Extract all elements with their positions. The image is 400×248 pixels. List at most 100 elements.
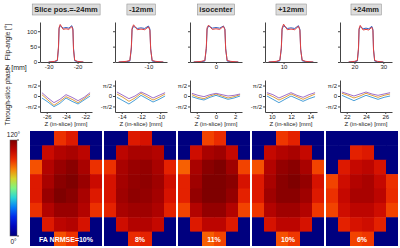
heatmap-cell: [214, 174, 227, 189]
x-axis: 222426: [341, 112, 393, 120]
heatmap-cell: [264, 145, 277, 160]
column-title-text: Slice pos.=-24mm: [34, 5, 98, 14]
heatmap-cell: [252, 160, 265, 175]
heatmap-cell: [54, 217, 67, 232]
y-axis-tick: [338, 47, 340, 48]
heatmap-cell: [54, 131, 67, 146]
x-axis-tick-label: -2: [195, 114, 201, 120]
y-axis-line: [265, 81, 266, 113]
heatmap-cell: [152, 232, 165, 246]
y-axis-tick-label: 0: [34, 59, 38, 65]
heatmap-cell: [190, 217, 203, 232]
y-axis-line: [115, 81, 116, 113]
y-axis-tick-mark: [338, 106, 340, 107]
heatmap-cell: [276, 217, 289, 232]
x-axis-tick: 24: [363, 112, 370, 120]
heatmap-cell: [116, 203, 129, 218]
heatmap-cell: [252, 232, 265, 246]
heatmap-cell: [178, 131, 191, 146]
plot-area: [342, 92, 390, 101]
heatmap-cell: [152, 145, 165, 160]
heatmap-cell: [264, 189, 277, 204]
x-axis-line: [191, 112, 243, 113]
heatmap-cell: [338, 203, 351, 218]
heatmap: [326, 131, 398, 246]
y-axis-tick-label: π/2: [253, 83, 263, 89]
heatmap-cell: [152, 160, 165, 175]
heatmap-cell: [164, 203, 176, 218]
series-line: [269, 26, 314, 62]
column-title-text: isocenter: [199, 5, 232, 14]
y-axis-tick-mark: [188, 31, 190, 32]
y-axis-tick: -π/2: [326, 104, 340, 110]
heatmap-cell: [104, 174, 117, 189]
heatmap-cell: [214, 145, 227, 160]
heatmap-cell: [326, 217, 339, 232]
y-axis-tick-label: 0: [184, 93, 188, 99]
heatmap-cell: [128, 203, 141, 218]
heatmap-cell: [312, 174, 324, 189]
y-axis-tick-mark: [263, 96, 265, 97]
heatmap-cell: [326, 131, 339, 146]
series-line: [119, 25, 164, 62]
x-axis-tick-label: 2: [234, 114, 238, 120]
y-axis-tick: -π/2: [101, 104, 115, 110]
series-line: [117, 95, 165, 104]
y-axis-tick-mark: [38, 106, 40, 107]
heatmap-cell: [288, 131, 301, 146]
x-axis-tick-label: 26: [382, 114, 389, 120]
heatmap-cell: [140, 189, 153, 204]
x-axis-tick: -14: [118, 112, 127, 120]
column-title-text: +12mm: [278, 5, 304, 14]
column-title: +24mm: [351, 4, 381, 15]
heatmap-cell: [190, 131, 203, 146]
heatmap-cell: [288, 174, 301, 189]
heatmap-cell: [374, 145, 387, 160]
x-axis-line: [266, 112, 318, 113]
y-axis-tick-mark: [188, 96, 190, 97]
column-title-box: [351, 4, 381, 15]
heatmap-cell: [30, 189, 43, 204]
heatmap-cell: [104, 145, 117, 160]
heatmap-cell: [276, 145, 289, 160]
heatmap-cell: [202, 160, 215, 175]
heatmap-cell: [42, 217, 55, 232]
y-axis: [188, 23, 191, 63]
y-axis-tick-mark: [188, 47, 190, 48]
heatmap-cell: [252, 217, 265, 232]
plot-area: [192, 93, 240, 100]
heatmap-cell: [178, 189, 191, 204]
y-axis: [263, 23, 266, 63]
heatmap-cell: [386, 217, 398, 232]
x-axis: 101214: [266, 112, 318, 120]
heatmap-cell: [226, 232, 239, 246]
heatmap: [252, 131, 324, 246]
heatmap-cell: [288, 160, 301, 175]
heatmap-cell: [238, 131, 250, 146]
heatmap-cell: [78, 189, 91, 204]
y-axis-tick-label: π/2: [328, 83, 338, 89]
colorbar-tick-label: 0°: [10, 238, 17, 245]
series-line: [349, 26, 384, 62]
heatmap-cell: [386, 203, 398, 218]
heatmap-cell: [42, 160, 55, 175]
heatmap-cell: [164, 160, 176, 175]
heatmap-cell: [264, 131, 277, 146]
y-axis-tick: [113, 62, 115, 63]
y-axis-tick-mark: [338, 86, 340, 87]
heatmap-cell: [386, 145, 398, 160]
x-axis-title: Z (in-slice) [mm]: [270, 121, 313, 127]
series-line: [342, 95, 390, 100]
heatmap-cell: [350, 189, 363, 204]
x-axis-tick-label: 0: [215, 114, 219, 120]
column-title-text: -12mm: [129, 5, 154, 14]
series-line: [194, 26, 239, 62]
y-axis-title: Flip-angle [°]: [4, 24, 12, 61]
series-line: [49, 26, 84, 62]
heatmap-cell: [78, 174, 91, 189]
y-axis-tick-label: 0: [259, 93, 263, 99]
heatmap-cell: [300, 145, 313, 160]
heatmap-cell: [116, 217, 129, 232]
y-axis-tick-mark: [263, 47, 265, 48]
heatmap-cell: [140, 131, 153, 146]
